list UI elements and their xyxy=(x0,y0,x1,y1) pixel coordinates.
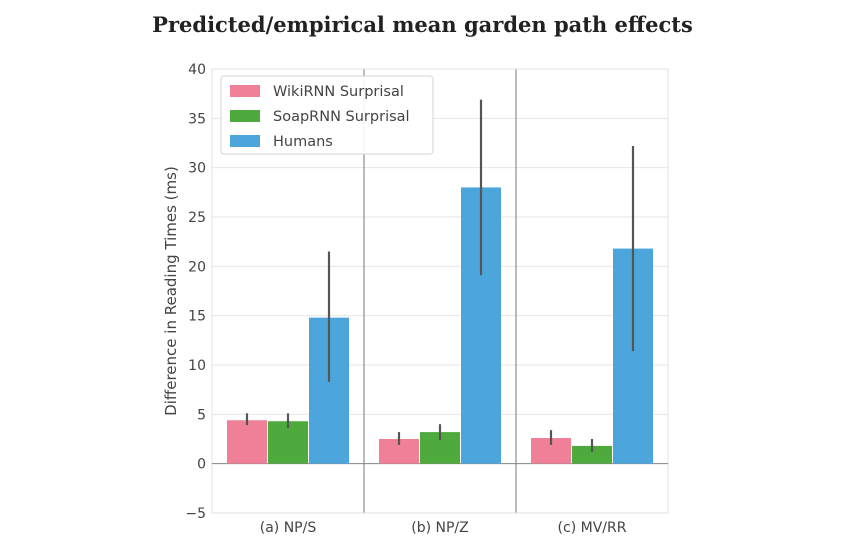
x-tick-label: (c) MV/RR xyxy=(558,520,627,536)
bar xyxy=(268,421,308,464)
y-tick-label: 0 xyxy=(197,457,206,473)
y-tick-label: 30 xyxy=(188,161,206,177)
y-tick-label: 15 xyxy=(188,309,206,325)
legend-label: SoapRNN Surprisal xyxy=(273,109,410,125)
legend-swatch xyxy=(230,135,260,147)
legend-swatch xyxy=(230,85,260,97)
legend-label: WikiRNN Surprisal xyxy=(273,84,404,100)
x-axis-ticks: (a) NP/S (b) NP/Z (c) MV/RR xyxy=(260,520,627,536)
bar xyxy=(572,445,612,464)
y-tick-label: 25 xyxy=(188,210,206,226)
error-bars xyxy=(245,99,635,452)
y-tick-label: 35 xyxy=(188,111,206,127)
y-tick-label: 40 xyxy=(188,62,206,78)
legend: WikiRNN Surprisal SoapRNN Surprisal Humans xyxy=(220,75,434,155)
y-tick-label: 10 xyxy=(188,358,206,374)
legend-label: Humans xyxy=(273,134,333,150)
y-tick-label: 5 xyxy=(197,407,206,423)
legend-swatch xyxy=(230,110,260,122)
y-axis-label: Difference in Reading Times (ms) xyxy=(162,166,180,416)
plot-frame xyxy=(211,68,669,514)
x-tick-label: (b) NP/Z xyxy=(411,520,468,536)
legend-box xyxy=(220,75,434,155)
y-axis-ticks: −5 0 5 10 15 20 25 30 35 40 xyxy=(185,62,206,522)
x-tick-label: (a) NP/S xyxy=(260,520,317,536)
bar xyxy=(227,420,267,464)
y-tick-label: −5 xyxy=(185,506,206,522)
bars xyxy=(227,187,653,464)
y-tick-label: 20 xyxy=(188,259,206,275)
chart-title: Predicted/empirical mean garden path eff… xyxy=(152,12,693,37)
